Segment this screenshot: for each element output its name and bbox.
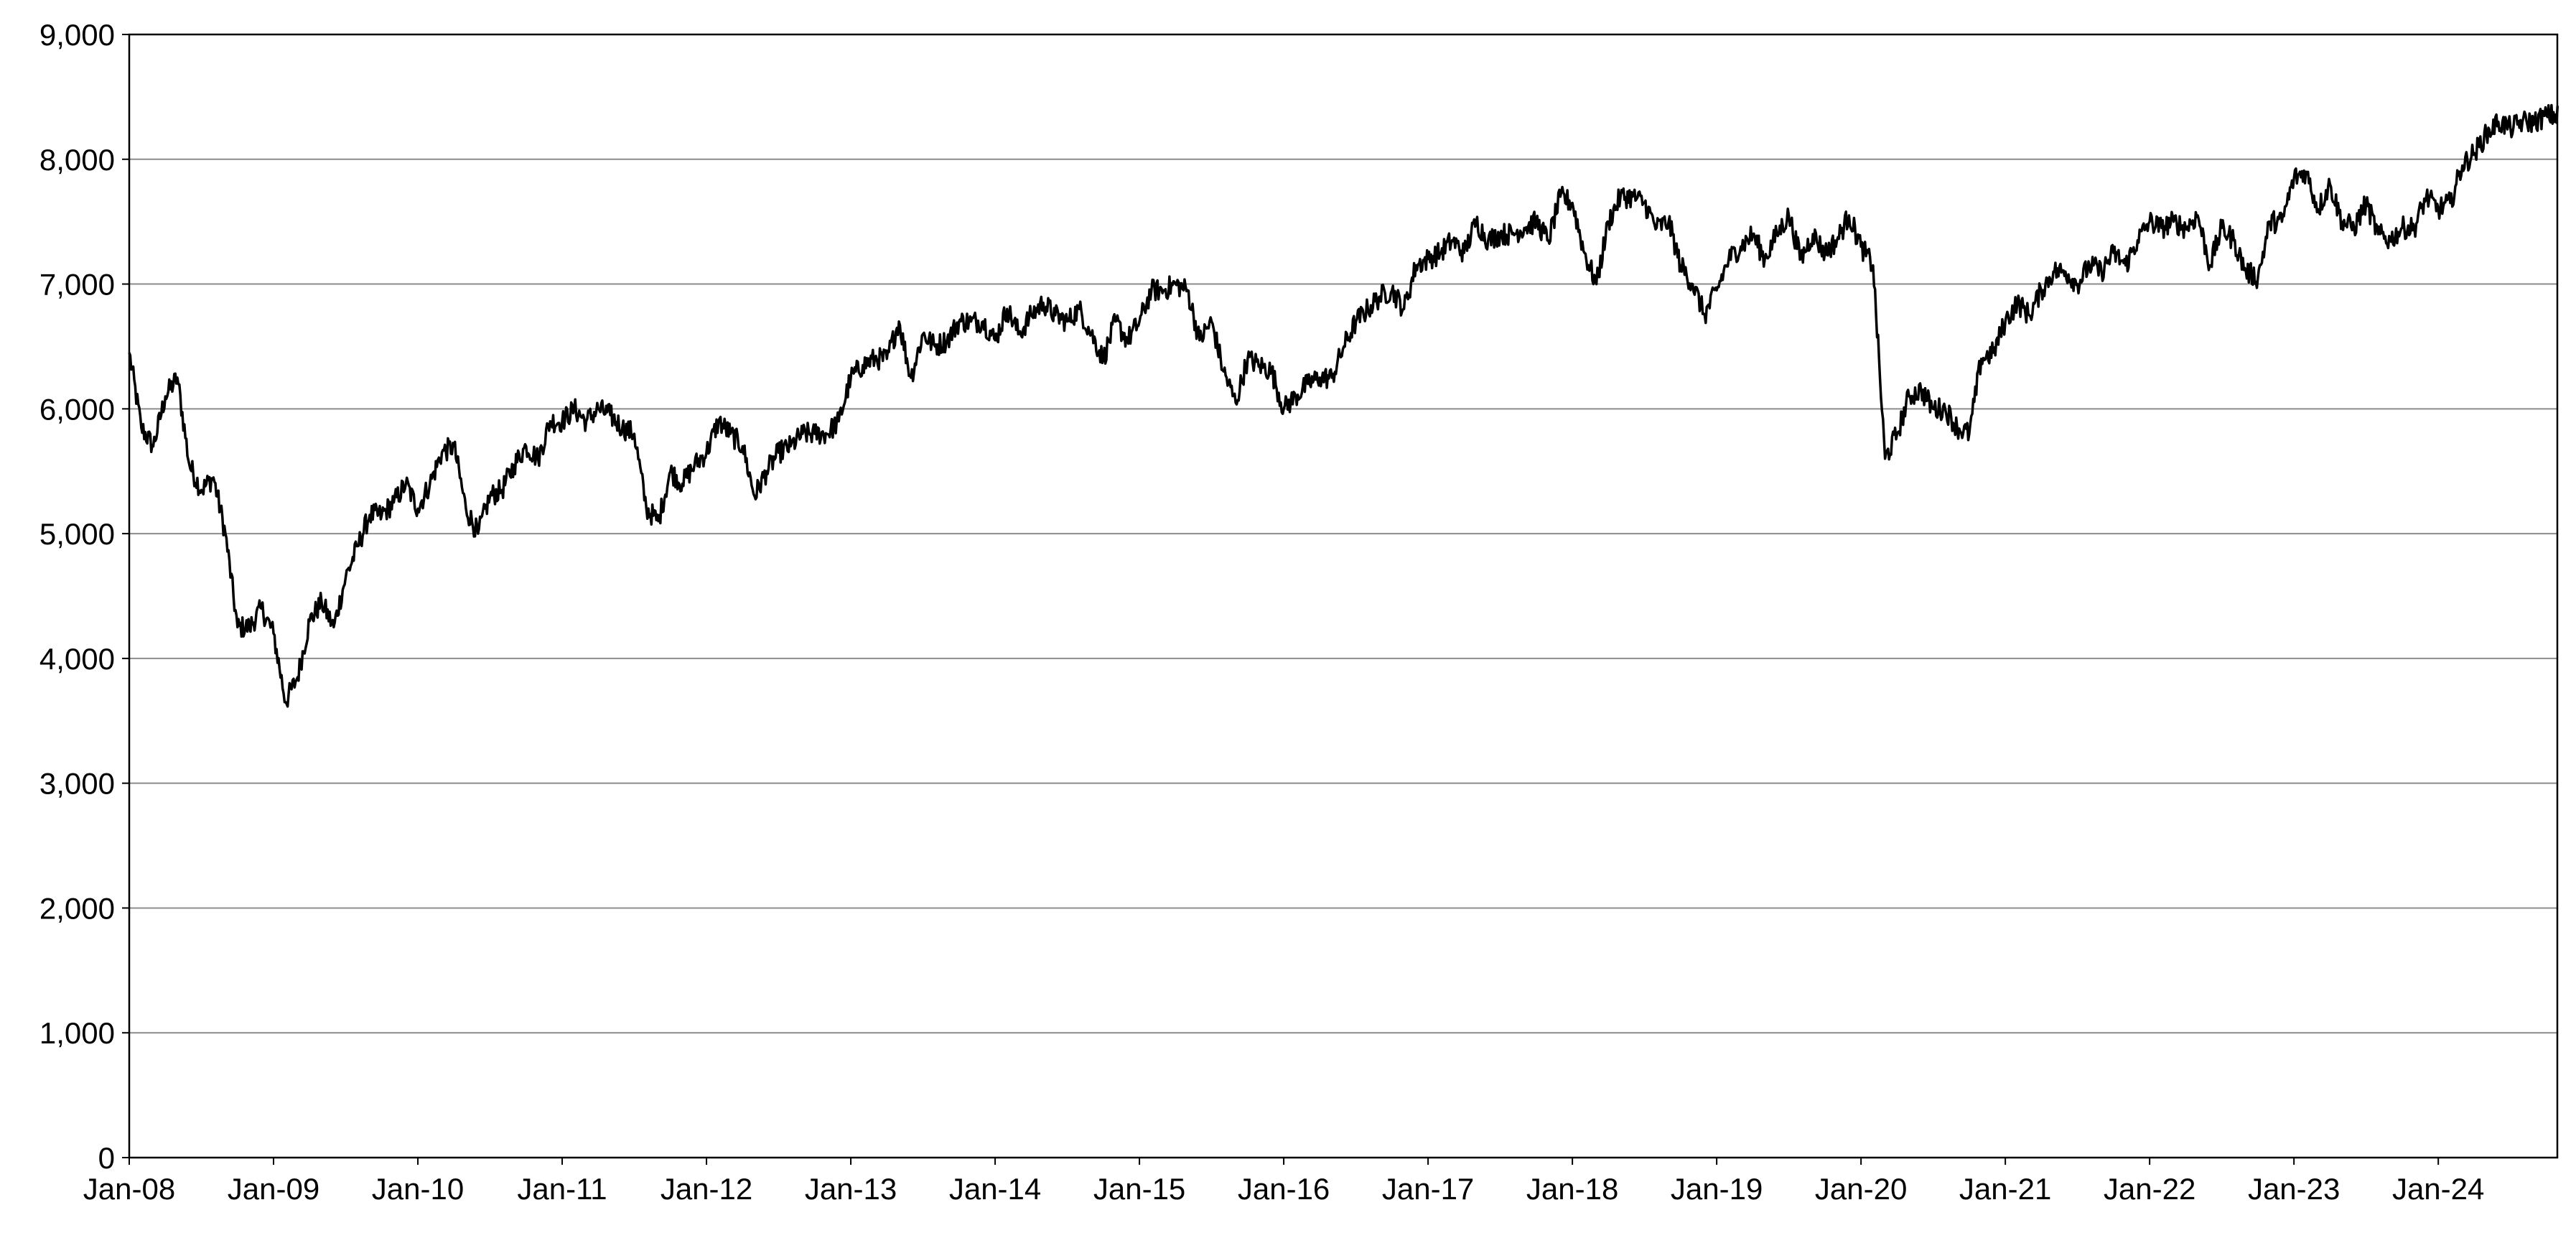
x-tick-label: Jan-20 <box>1815 1172 1907 1206</box>
x-tick-label: Jan-19 <box>1671 1172 1763 1206</box>
plot-frame <box>128 33 2559 1159</box>
x-tick-label: Jan-24 <box>2392 1172 2484 1206</box>
y-tick-label: 3,000 <box>39 767 115 801</box>
x-tick-label: Jan-15 <box>1093 1172 1185 1206</box>
y-tick-label: 6,000 <box>39 392 115 426</box>
x-tick-label: Jan-08 <box>83 1172 175 1206</box>
y-tick-label: 4,000 <box>39 642 115 676</box>
x-tick-label: Jan-10 <box>372 1172 464 1206</box>
axes <box>122 33 2559 1165</box>
x-axis-tick-labels: Jan-08 Jan-09 Jan-10 Jan-11 Jan-12 Jan-13 Jan-… <box>83 1172 2485 1206</box>
x-tick-label: Jan-11 <box>517 1172 607 1206</box>
x-tick-label: Jan-18 <box>1526 1172 1618 1206</box>
gridlines <box>129 34 2557 1034</box>
y-axis-tick-labels: 0 1,000 2,000 3,000 4,000 5,000 6,000 7,000 8,00… <box>39 18 115 1175</box>
series-layer <box>128 103 2559 708</box>
y-tick-label: 7,000 <box>39 268 115 302</box>
x-tick-label: Jan-21 <box>1959 1172 2051 1206</box>
y-tick-label: 5,000 <box>39 517 115 551</box>
x-tick-label: Jan-17 <box>1382 1172 1474 1206</box>
x-tick-label: Jan-13 <box>805 1172 897 1206</box>
y-tick-label: 2,000 <box>39 891 115 925</box>
x-tick-label: Jan-23 <box>2248 1172 2340 1206</box>
y-tick-label: 8,000 <box>39 143 115 177</box>
x-tick-label: Jan-16 <box>1238 1172 1330 1206</box>
y-tick-label: 0 <box>98 1141 115 1175</box>
x-tick-label: Jan-22 <box>2104 1172 2195 1206</box>
x-tick-label: Jan-09 <box>228 1172 319 1206</box>
x-tick-label: Jan-12 <box>661 1172 752 1206</box>
x-tick-label: Jan-14 <box>949 1172 1041 1206</box>
y-tick-label: 1,000 <box>39 1016 115 1050</box>
series-line <box>128 103 2559 708</box>
y-tick-label: 9,000 <box>39 18 115 52</box>
